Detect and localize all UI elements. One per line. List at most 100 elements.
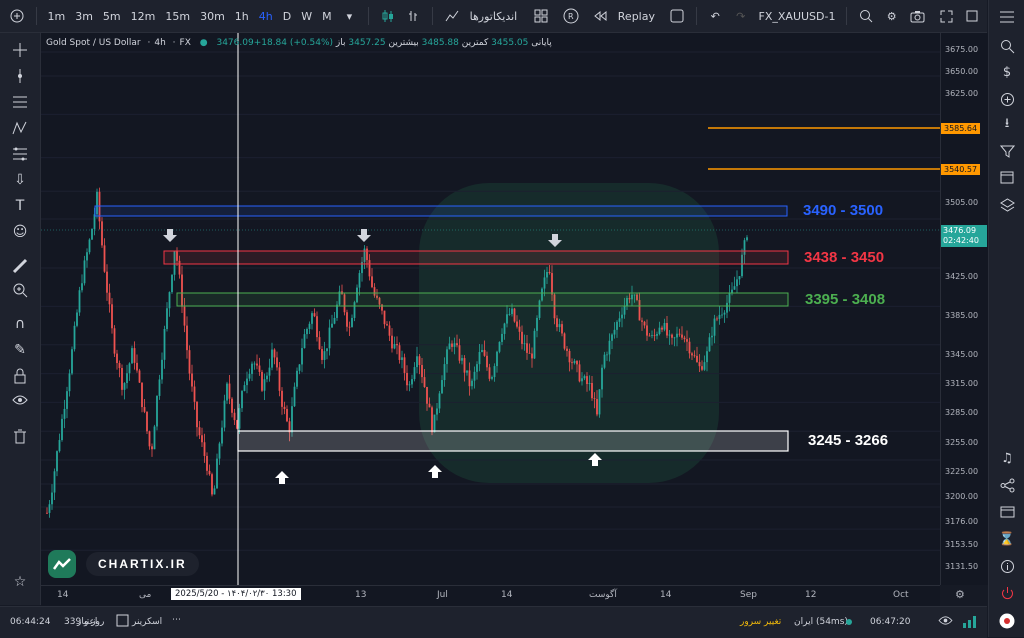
card-icon[interactable] bbox=[998, 503, 1016, 521]
candles-chart-type-icon[interactable] bbox=[379, 7, 397, 25]
right-sidebar: $ ⭳ ♫ ⌛ bbox=[988, 0, 1024, 637]
settings-gear-icon[interactable]: ⚙ bbox=[886, 9, 897, 23]
candle-body bbox=[353, 302, 356, 318]
candle-body bbox=[156, 395, 158, 427]
undo-icon[interactable]: ↶ bbox=[710, 9, 720, 23]
avatar[interactable] bbox=[998, 612, 1016, 630]
fib-tools-icon[interactable] bbox=[11, 145, 29, 163]
more-icon[interactable]: ⋯ bbox=[172, 615, 181, 625]
legend-open-label: باز bbox=[335, 38, 346, 48]
legend-symbol[interactable]: Gold Spot / US Dollar bbox=[46, 38, 141, 48]
info-icon[interactable] bbox=[998, 557, 1016, 575]
price-axis[interactable]: 3675.00 3650.00 3625.00 3505.00 3425.00 … bbox=[940, 33, 988, 585]
power-icon[interactable] bbox=[998, 584, 1016, 602]
camera-icon[interactable] bbox=[908, 7, 926, 25]
add-alert-icon[interactable] bbox=[998, 90, 1016, 108]
server-change-button[interactable]: تغییر سرور bbox=[740, 617, 782, 627]
horizontal-lines-icon[interactable] bbox=[11, 93, 29, 111]
trash-icon[interactable] bbox=[11, 427, 29, 445]
candle-body bbox=[173, 250, 176, 275]
download-icon[interactable]: ⭳ bbox=[1004, 116, 1010, 131]
last-price-tag: 3476.09 02:42:40 bbox=[941, 225, 987, 247]
candle-body bbox=[221, 427, 223, 444]
text-tool-icon[interactable]: T bbox=[15, 198, 25, 214]
candle-body bbox=[223, 400, 226, 428]
replay-button[interactable]: Replay bbox=[617, 9, 655, 23]
candle-body bbox=[461, 358, 463, 361]
axis-settings-icon[interactable]: ⚙ bbox=[955, 588, 965, 601]
layers-icon[interactable] bbox=[998, 196, 1016, 214]
price-tick: 3675.00 bbox=[945, 45, 979, 54]
magnet-icon[interactable]: ∩ bbox=[14, 316, 26, 332]
candle-body bbox=[613, 329, 616, 335]
add-symbol-icon[interactable] bbox=[8, 7, 26, 25]
calendar-icon[interactable] bbox=[998, 168, 1016, 186]
screener-icon[interactable] bbox=[116, 614, 129, 630]
eye-icon[interactable] bbox=[11, 391, 29, 409]
more-options-icon[interactable] bbox=[964, 7, 982, 25]
lock-icon[interactable] bbox=[11, 367, 29, 385]
candle-body bbox=[551, 273, 553, 295]
timeframe-d[interactable]: D bbox=[282, 9, 292, 23]
timeframe-3m[interactable]: 3m bbox=[75, 9, 93, 23]
maximize-icon[interactable] bbox=[938, 7, 956, 25]
visibility-eye-icon[interactable] bbox=[938, 615, 953, 629]
quick-search-icon[interactable] bbox=[857, 7, 875, 25]
chart-pane[interactable] bbox=[41, 33, 940, 585]
pitchfork-icon[interactable] bbox=[11, 119, 29, 137]
indicators-button[interactable]: اندیکاتورها bbox=[469, 9, 518, 23]
trend-line-icon[interactable] bbox=[11, 67, 29, 85]
timeframe-5m[interactable]: 5m bbox=[102, 9, 121, 23]
candle-body bbox=[218, 443, 221, 459]
templates-grid-icon[interactable] bbox=[532, 7, 550, 25]
price-tick: 3425.00 bbox=[945, 272, 979, 281]
timeframe-12m[interactable]: 12m bbox=[130, 9, 156, 23]
timeframe-1h[interactable]: 1h bbox=[234, 9, 249, 23]
wallet-dollar-icon[interactable]: $ bbox=[1002, 64, 1012, 80]
timeframe-15m[interactable]: 15m bbox=[165, 9, 191, 23]
history-icon[interactable]: ⌛ bbox=[998, 531, 1016, 547]
share-icon[interactable] bbox=[998, 476, 1016, 494]
candle-body bbox=[251, 363, 253, 374]
timeframe-4h[interactable]: 4h bbox=[258, 9, 273, 23]
search-icon[interactable] bbox=[998, 37, 1016, 55]
zone-box-3395 bbox=[176, 292, 789, 307]
timeframe-1m[interactable]: 1m bbox=[47, 9, 66, 23]
timeframe-30m[interactable]: 30m bbox=[200, 9, 225, 23]
screener-filter-icon[interactable] bbox=[998, 142, 1016, 160]
arrow-down-tool-icon[interactable]: ⇩ bbox=[14, 172, 26, 188]
emoji-icon[interactable]: ☺ bbox=[12, 224, 28, 240]
ruler-icon[interactable] bbox=[11, 257, 29, 275]
indicators-icon[interactable] bbox=[443, 7, 461, 25]
chevron-down-icon[interactable]: ▾ bbox=[346, 9, 353, 23]
timeframe-m[interactable]: M bbox=[322, 9, 332, 23]
favorites-star-icon[interactable]: ☆ bbox=[13, 574, 27, 590]
headset-support-icon[interactable]: ♫ bbox=[1001, 450, 1013, 466]
crosshair-icon[interactable] bbox=[11, 41, 29, 59]
candle-body bbox=[411, 379, 413, 385]
keep-drawing-icon[interactable]: ✎ bbox=[14, 342, 26, 358]
brand-badge: CHARTIX.IR bbox=[48, 548, 199, 580]
candle-body bbox=[523, 343, 526, 345]
screener-button[interactable]: اسکرینر bbox=[132, 617, 163, 627]
redo-icon[interactable]: ↷ bbox=[736, 9, 746, 23]
bar-chart-type-icon[interactable] bbox=[405, 7, 423, 25]
candle-body bbox=[53, 471, 56, 493]
drawing-toolbar: ⇩ T ☺ ∩ ✎ ☆ bbox=[0, 33, 41, 605]
candle-body bbox=[61, 418, 63, 441]
alert-r-icon[interactable]: R bbox=[562, 7, 580, 25]
time-axis[interactable]: 14 می 13 Jul 14 آگوست 14 Sep 12 Oct 2025… bbox=[41, 585, 940, 606]
zoom-in-icon[interactable] bbox=[11, 281, 29, 299]
candle-body bbox=[153, 426, 156, 450]
candle-body bbox=[253, 363, 256, 365]
candle-body bbox=[106, 271, 108, 293]
resistance-arrow-down bbox=[163, 229, 177, 242]
candle-body bbox=[381, 304, 383, 311]
menu-icon[interactable] bbox=[998, 8, 1016, 26]
replay-icon[interactable] bbox=[591, 7, 609, 25]
symbol-name[interactable]: FX_XAUUSD-1 bbox=[758, 9, 836, 23]
candle-body bbox=[303, 334, 306, 349]
candle-body bbox=[626, 298, 628, 306]
fullscreen-box-icon[interactable] bbox=[668, 7, 686, 25]
timeframe-w[interactable]: W bbox=[301, 9, 313, 23]
